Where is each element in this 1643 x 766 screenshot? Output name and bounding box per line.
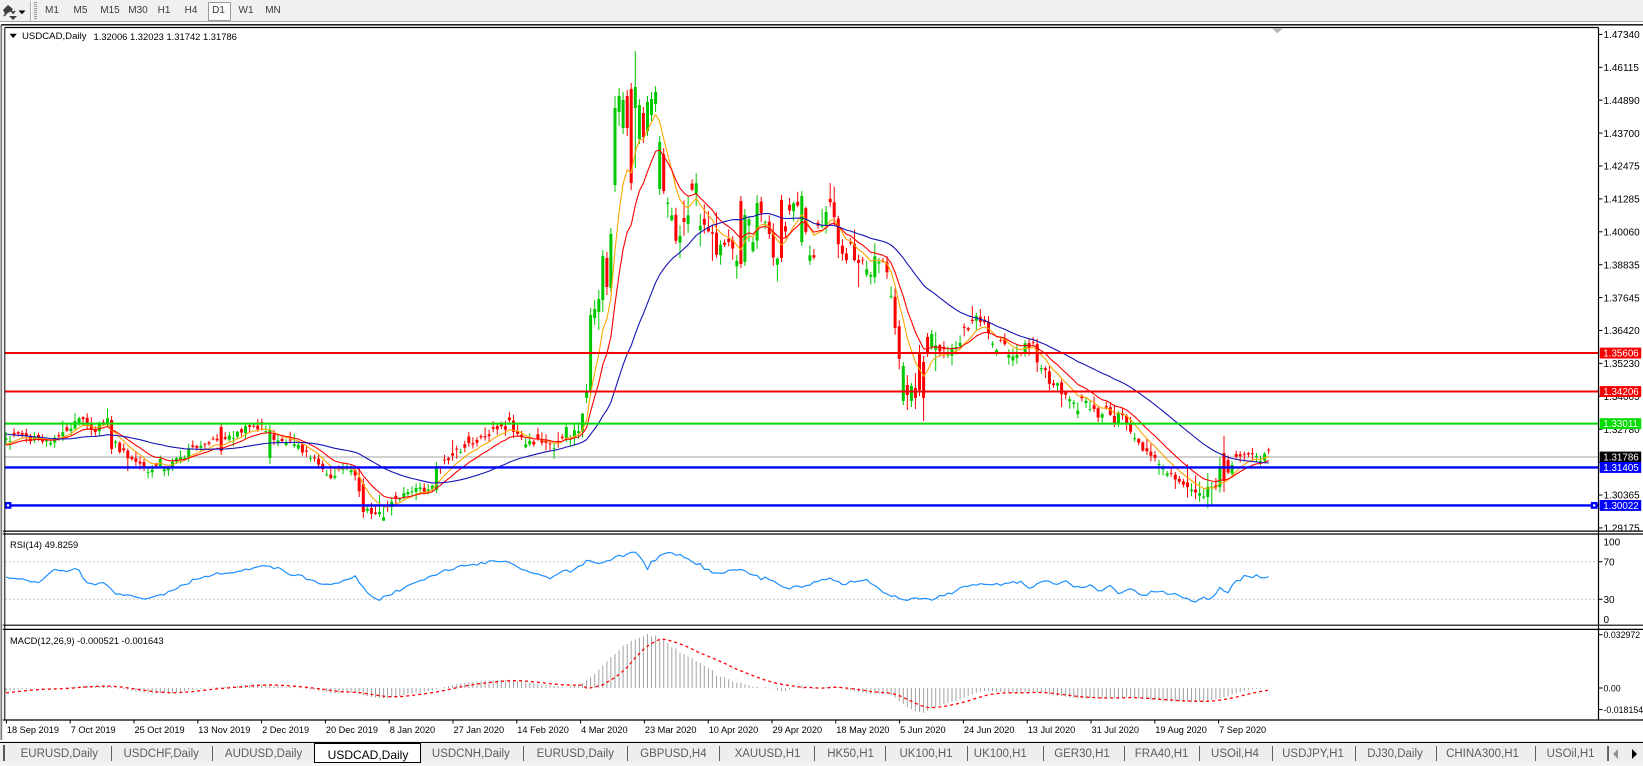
svg-text:5 Jun 2020: 5 Jun 2020 [900,725,945,735]
svg-text:0.00: 0.00 [1604,683,1621,693]
svg-text:31 Jul 2020: 31 Jul 2020 [1092,725,1140,735]
svg-text:19 Aug 2020: 19 Aug 2020 [1155,725,1207,735]
svg-text:23 Mar 2020: 23 Mar 2020 [645,725,697,735]
svg-text:RSI(14) 49.8259: RSI(14) 49.8259 [10,540,78,550]
svg-text:24 Jun 2020: 24 Jun 2020 [964,725,1015,735]
svg-text:8 Jan 2020: 8 Jan 2020 [390,725,435,735]
svg-text:1.30365: 1.30365 [1604,491,1641,502]
svg-text:18 Sep 2019: 18 Sep 2019 [7,725,59,735]
svg-text:1.32780: 1.32780 [1604,425,1641,436]
svg-text:13 Jul 2020: 13 Jul 2020 [1028,725,1076,735]
svg-text:100: 100 [1604,537,1621,548]
svg-text:1.33011: 1.33011 [1603,419,1638,430]
svg-text:1.34206: 1.34206 [1603,387,1639,398]
svg-text:10 Apr 2020: 10 Apr 2020 [709,725,759,735]
svg-text:1.35230: 1.35230 [1604,359,1641,370]
svg-text:14 Feb 2020: 14 Feb 2020 [517,725,569,735]
svg-text:1.41285: 1.41285 [1604,195,1641,206]
svg-text:MACD(12,26,9) -0.000521 -0.001: MACD(12,26,9) -0.000521 -0.001643 [10,636,164,646]
svg-text:4 Mar 2020: 4 Mar 2020 [581,725,627,735]
svg-text:70: 70 [1604,557,1616,568]
svg-text:2 Dec 2019: 2 Dec 2019 [262,725,309,735]
svg-text:1.44890: 1.44890 [1604,96,1641,107]
svg-text:13 Nov 2019: 13 Nov 2019 [198,725,250,735]
svg-text:1.38835: 1.38835 [1604,260,1641,271]
svg-text:1.29175: 1.29175 [1604,524,1641,535]
svg-text:27 Jan 2020: 27 Jan 2020 [454,725,505,735]
svg-text:25 Oct 2019: 25 Oct 2019 [135,725,185,735]
svg-text:1.31405: 1.31405 [1603,463,1639,474]
svg-text:1.35606: 1.35606 [1603,349,1639,360]
svg-text:1.31786: 1.31786 [1603,453,1639,464]
svg-text:1.43700: 1.43700 [1604,129,1641,140]
svg-text:0.032972: 0.032972 [1604,630,1641,640]
svg-text:-0.018154: -0.018154 [1604,705,1643,715]
svg-text:29 Apr 2020: 29 Apr 2020 [773,725,823,735]
svg-text:1.46115: 1.46115 [1604,63,1640,74]
svg-text:1.42475: 1.42475 [1604,162,1641,173]
svg-text:30: 30 [1604,595,1616,606]
svg-text:1.40060: 1.40060 [1604,228,1641,239]
svg-text:1.37645: 1.37645 [1604,293,1641,304]
svg-text:7 Oct 2019: 7 Oct 2019 [71,725,116,735]
svg-text:18 May 2020: 18 May 2020 [836,725,889,735]
svg-text:1.36420: 1.36420 [1604,326,1641,337]
svg-text:20 Dec 2019: 20 Dec 2019 [326,725,378,735]
svg-text:1.30022: 1.30022 [1603,501,1638,512]
svg-text:1.34005: 1.34005 [1604,392,1641,403]
svg-text:1.47340: 1.47340 [1604,30,1641,41]
svg-text:7 Sep 2020: 7 Sep 2020 [1219,725,1266,735]
svg-text:0: 0 [1604,615,1610,626]
